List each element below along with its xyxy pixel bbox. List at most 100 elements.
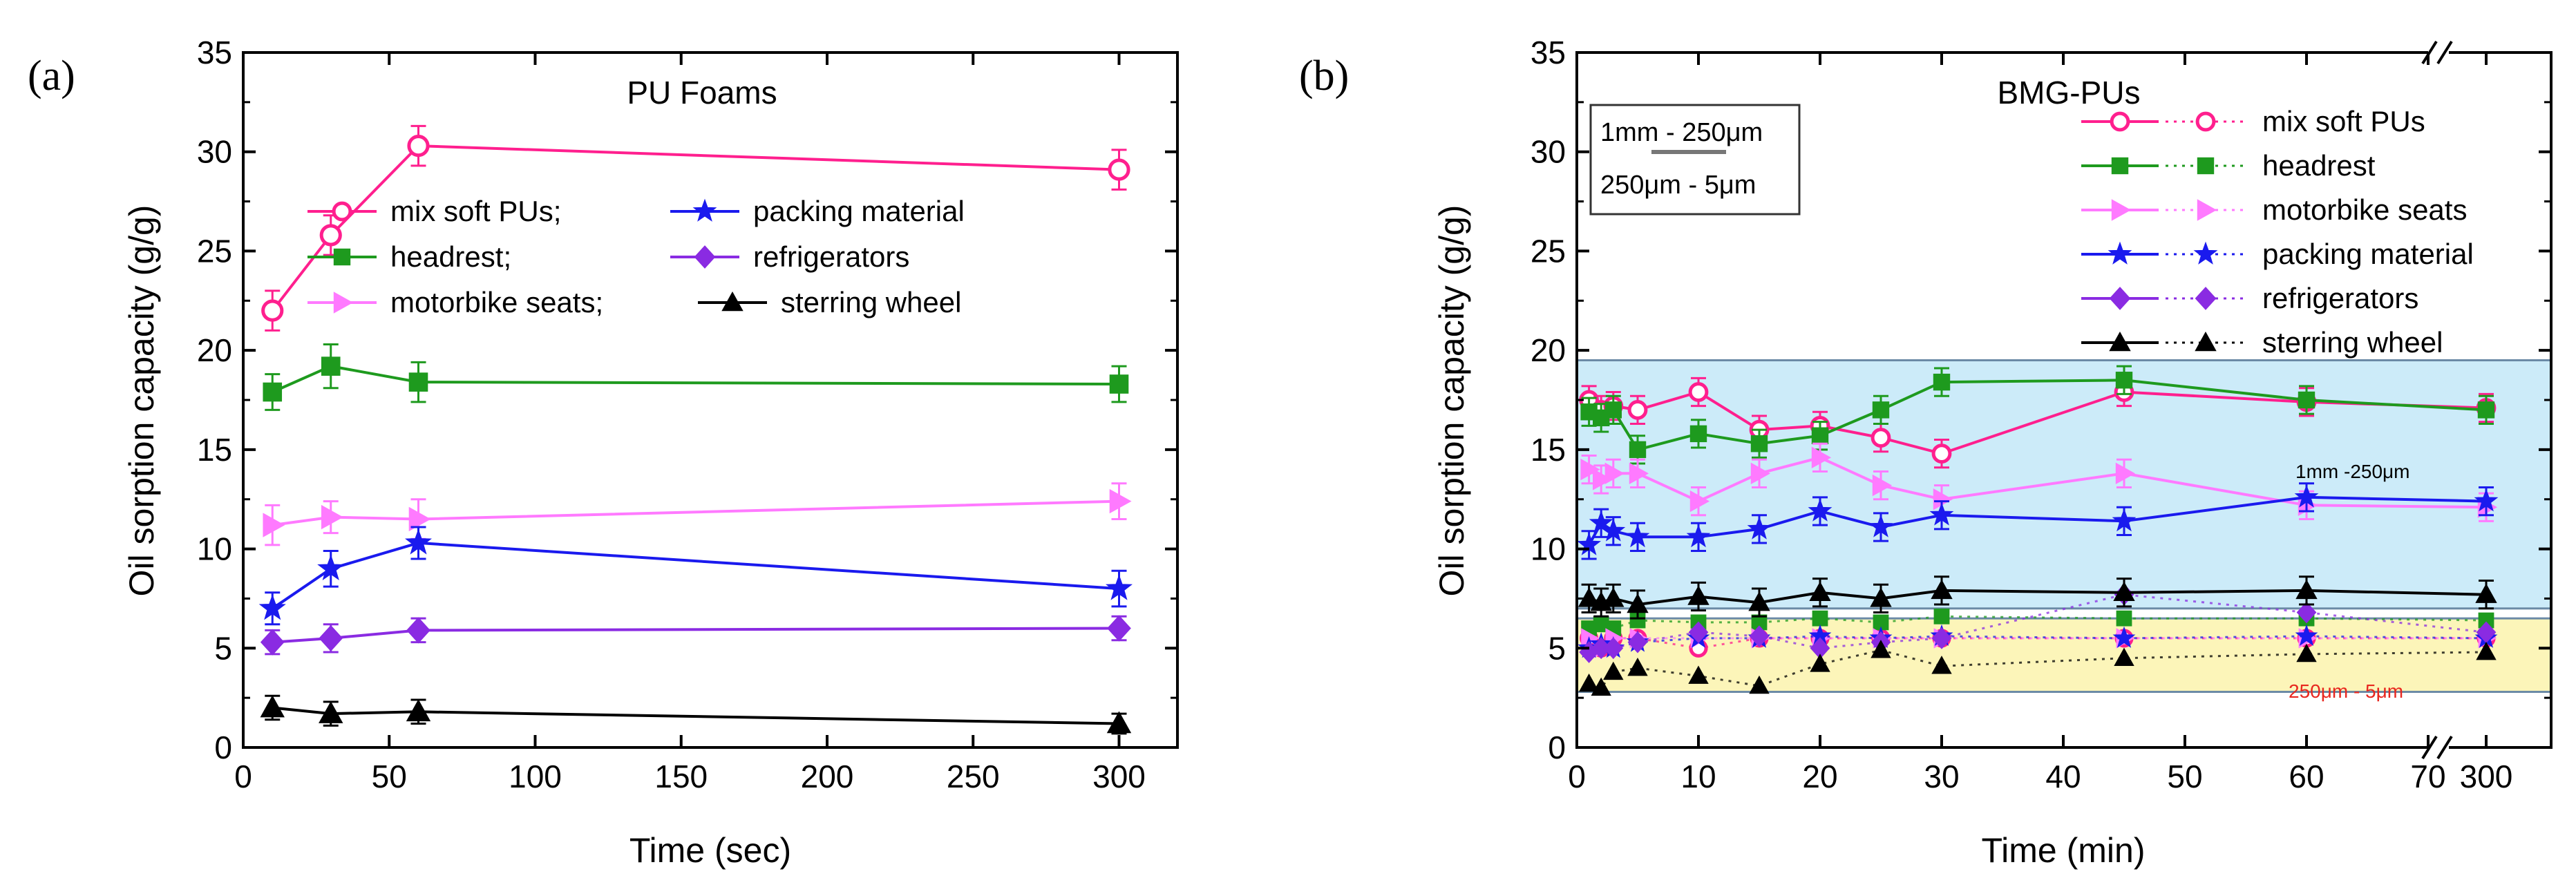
data-point-b-fine-refrigerators <box>2296 601 2317 624</box>
data-point-b-packing-material <box>1929 502 1954 526</box>
data-point-b-fine-sterring-wheel <box>1603 661 1624 680</box>
panel-b-x-tick-label: 40 <box>2045 759 2081 794</box>
panel-a-label: (a) <box>28 53 75 99</box>
data-point-b-motorbike-seats <box>2115 462 2136 485</box>
region-label-fine: 250μm - 5μm <box>2289 680 2403 702</box>
data-point-b-fine-sterring-wheel <box>2114 647 2134 667</box>
legend-label-b-headrest: headrest <box>2262 149 2376 182</box>
region-label-coarse: 1mm -250μm <box>2295 461 2410 482</box>
legend-marker-b-refrigerators <box>2109 287 2131 310</box>
legend-marker-b-fine-motorbike-seats <box>2197 199 2217 221</box>
data-point-b-fine-sterring-wheel <box>1627 657 1648 676</box>
data-point-b-fine-packing-material <box>2112 626 2136 648</box>
region-1mm-250-m <box>1575 359 2553 610</box>
data-point-b-fine-sterring-wheel <box>1591 677 1611 696</box>
data-point-b-fine-headrest <box>1933 608 1950 624</box>
data-point-b-sterring-wheel <box>1578 587 1600 607</box>
legend-marker-b-fine-mix-soft-pus <box>2195 111 2216 132</box>
data-point-b-fine-sterring-wheel <box>1871 640 1891 658</box>
legend-label-a-motorbike-seats: motorbike seats; <box>390 286 603 318</box>
axis-break-mark <box>2436 735 2453 760</box>
data-point-b-headrest <box>2115 372 2133 389</box>
legend-marker-a-sterring-wheel <box>721 291 744 312</box>
panel-a-x-tick-label: 250 <box>947 759 1000 794</box>
panel-a-x-tick-label: 100 <box>509 759 562 794</box>
legend-marker-b-sterring-wheel <box>2109 331 2131 352</box>
legend-marker-a-motorbike-seats <box>333 292 354 314</box>
panel-a-legend: mix soft PUs; packing material headrest; re… <box>307 195 965 318</box>
data-point-a-packing-material <box>404 528 433 555</box>
data-point-a-sterring-wheel <box>260 695 285 718</box>
panel-b-x-tick-label: 10 <box>1680 759 1716 794</box>
data-point-a-mix-soft-pus <box>261 299 284 322</box>
data-point-b-packing-material <box>1601 518 1626 542</box>
panel-b-marks <box>1577 365 2499 696</box>
legend-marker-b-fine-sterring-wheel <box>2195 331 2217 352</box>
data-point-b-headrest <box>2477 401 2495 419</box>
panel-b-y-tick-label: 5 <box>1548 630 1566 666</box>
data-point-a-headrest <box>321 356 341 376</box>
panel-b-x-tick-label: 70 <box>2410 759 2445 794</box>
data-point-b-fine-sterring-wheel <box>2476 641 2497 660</box>
panel-b-y-axis-title: Oil sorption capacity (g/g) <box>1432 205 1471 597</box>
panel-a-y-tick-label: 5 <box>214 630 232 666</box>
legend-label-a-sterring-wheel: sterring wheel <box>781 286 961 318</box>
data-point-a-refrigerators <box>406 617 430 644</box>
legend-label-a-packing-material: packing material <box>753 195 965 227</box>
data-point-b-sterring-wheel <box>2295 579 2318 600</box>
data-point-b-headrest <box>1750 435 1768 452</box>
panel-b-y-tick-label: 35 <box>1531 35 1566 70</box>
data-point-b-fine-refrigerators <box>1931 627 1952 649</box>
panel-b-scale-box: 1mm - 250μm 250μm - 5μm <box>1589 104 1801 216</box>
legend-marker-b-packing-material <box>2108 241 2132 265</box>
series-line-a-mix-soft-pus <box>271 144 1119 312</box>
panel-b-x-tick-label: 60 <box>2289 759 2324 794</box>
panel-a-x-tick-label: 150 <box>654 759 708 794</box>
legend-marker-b-fine-refrigerators <box>2195 287 2217 310</box>
data-point-a-sterring-wheel <box>319 701 343 723</box>
data-point-b-sterring-wheel <box>2475 583 2497 603</box>
data-point-a-refrigerators <box>260 629 285 656</box>
panel-a-x-tick-label: 300 <box>1092 759 1146 794</box>
panel-a-ticks: 0 5 10 15 20 25 30 35 0 50 100 150 200 250 300 <box>197 35 1177 794</box>
data-point-b-headrest <box>2298 391 2315 409</box>
data-point-b-sterring-wheel <box>1870 587 1892 607</box>
panel-b-x-tick-label: 30 <box>1924 759 1959 794</box>
data-point-b-fine-sterring-wheel <box>1931 656 1952 674</box>
data-point-b-motorbike-seats <box>1872 474 1893 497</box>
data-point-b-motorbike-seats <box>1604 462 1625 485</box>
series-line-a-headrest <box>272 365 1119 394</box>
data-point-b-mix-soft-pus <box>1931 444 1952 464</box>
panel-b-y-tick-label: 15 <box>1531 432 1566 468</box>
panel-b-y-tick-label: 25 <box>1531 233 1566 269</box>
data-point-b-motorbike-seats <box>1750 462 1771 485</box>
data-point-b-headrest <box>1604 401 1622 419</box>
data-point-b-mix-soft-pus <box>1871 428 1891 448</box>
panel-b-legend: mix soft PUs headrest motorbike seats packi… <box>2081 105 2474 359</box>
data-point-b-headrest <box>1872 401 1890 419</box>
panel-b-ticks: 0 5 10 15 20 25 30 35 0 10 20 30 40 50 60 70 300 <box>1531 35 2551 794</box>
data-point-b-packing-material <box>1589 510 1613 534</box>
data-point-b-fine-headrest <box>2116 610 2132 627</box>
data-point-b-packing-material <box>1808 498 1832 522</box>
panel-b-y-tick-label: 30 <box>1531 134 1566 170</box>
axis-break-mark <box>2436 40 2453 65</box>
data-point-a-headrest <box>1109 374 1129 394</box>
data-point-a-motorbike-seats <box>408 506 431 532</box>
panel-b-x-tick-label: 300 <box>2460 759 2513 794</box>
data-point-b-fine-sterring-wheel <box>1749 675 1770 694</box>
legend-marker-b-fine-headrest <box>2197 157 2215 175</box>
panel-a-y-tick-label: 30 <box>197 134 232 170</box>
data-point-b-fine-refrigerators <box>1749 625 1770 647</box>
legend-label-b-refrigerators: refrigerators <box>2262 282 2418 314</box>
data-point-a-mix-soft-pus <box>1108 158 1130 181</box>
data-point-b-headrest <box>1933 373 1951 391</box>
data-point-b-sterring-wheel <box>2113 581 2135 602</box>
data-point-b-motorbike-seats <box>1629 462 1649 485</box>
panel-a-x-tick-label: 50 <box>372 759 407 794</box>
data-point-b-sterring-wheel <box>1602 587 1625 607</box>
scale-box-frame <box>1589 104 1801 216</box>
data-point-b-packing-material <box>1868 514 1893 537</box>
data-point-b-sterring-wheel <box>1931 579 1953 600</box>
legend-label-a-headrest: headrest; <box>390 240 511 273</box>
